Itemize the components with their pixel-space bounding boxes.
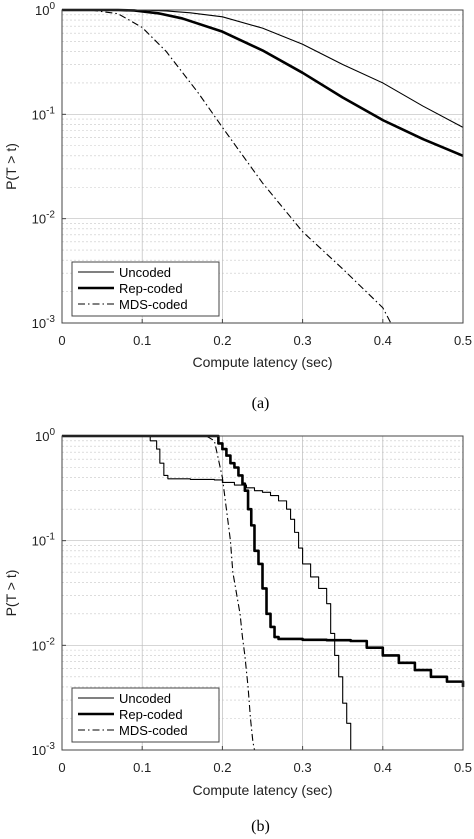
x-tick-label: 0 (58, 760, 65, 775)
x-tick-label: 0.3 (294, 333, 312, 348)
y-tick-label: 10-3 (32, 314, 56, 331)
y-tick-label: 10-1 (32, 105, 56, 122)
x-tick-label: 0.2 (213, 333, 231, 348)
x-tick-label: 0.4 (374, 333, 392, 348)
figure-caption: (b) (251, 818, 270, 835)
chart-panel-1: 0 0.1 0.2 0.3 0.4 0.5 100 10-1 10-2 10-3 Compute l… (3, 1, 472, 412)
legend-label: Rep-coded (119, 281, 183, 296)
x-tick-label: 0.4 (374, 760, 392, 775)
y-tick-label: 100 (35, 427, 55, 444)
x-axis-label: Compute latency (sec) (192, 354, 332, 370)
legend-label: MDS-coded (119, 297, 188, 312)
axes-frame (61, 9, 464, 324)
legend-label: MDS-coded (119, 723, 188, 738)
legend-label: Uncoded (119, 691, 171, 706)
x-tick-label: 0.1 (133, 760, 151, 775)
series-line-mds-coded (61, 9, 392, 324)
y-tick-label: 100 (35, 1, 55, 18)
series-line-uncoded (62, 435, 352, 750)
series-line-rep-coded (62, 434, 465, 687)
x-axis-label: Compute latency (sec) (192, 782, 332, 798)
y-tick-label: 10-2 (32, 636, 56, 653)
legend-label: Rep-coded (119, 707, 183, 722)
legend-label: Uncoded (119, 265, 171, 280)
x-tick-label: 0.5 (454, 760, 472, 775)
y-tick-label: 10-3 (32, 741, 56, 758)
y-axis-label: P(T > t) (3, 570, 19, 617)
x-tick-label: 0 (58, 333, 65, 348)
figure-caption: (a) (252, 395, 270, 412)
axes-frame (61, 435, 464, 751)
chart-panel-2: 0 0.1 0.2 0.3 0.4 0.5 100 10-1 10-2 10-3 Compute l… (3, 427, 472, 835)
x-tick-label: 0.1 (133, 333, 151, 348)
y-tick-label: 10-1 (32, 532, 56, 549)
y-tick-label: 10-2 (32, 210, 56, 227)
series-line-mds-coded (62, 435, 256, 751)
x-tick-label: 0.5 (454, 333, 472, 348)
x-tick-label: 0.2 (213, 760, 231, 775)
x-tick-label: 0.3 (294, 760, 312, 775)
y-axis-label: P(T > t) (3, 143, 19, 190)
